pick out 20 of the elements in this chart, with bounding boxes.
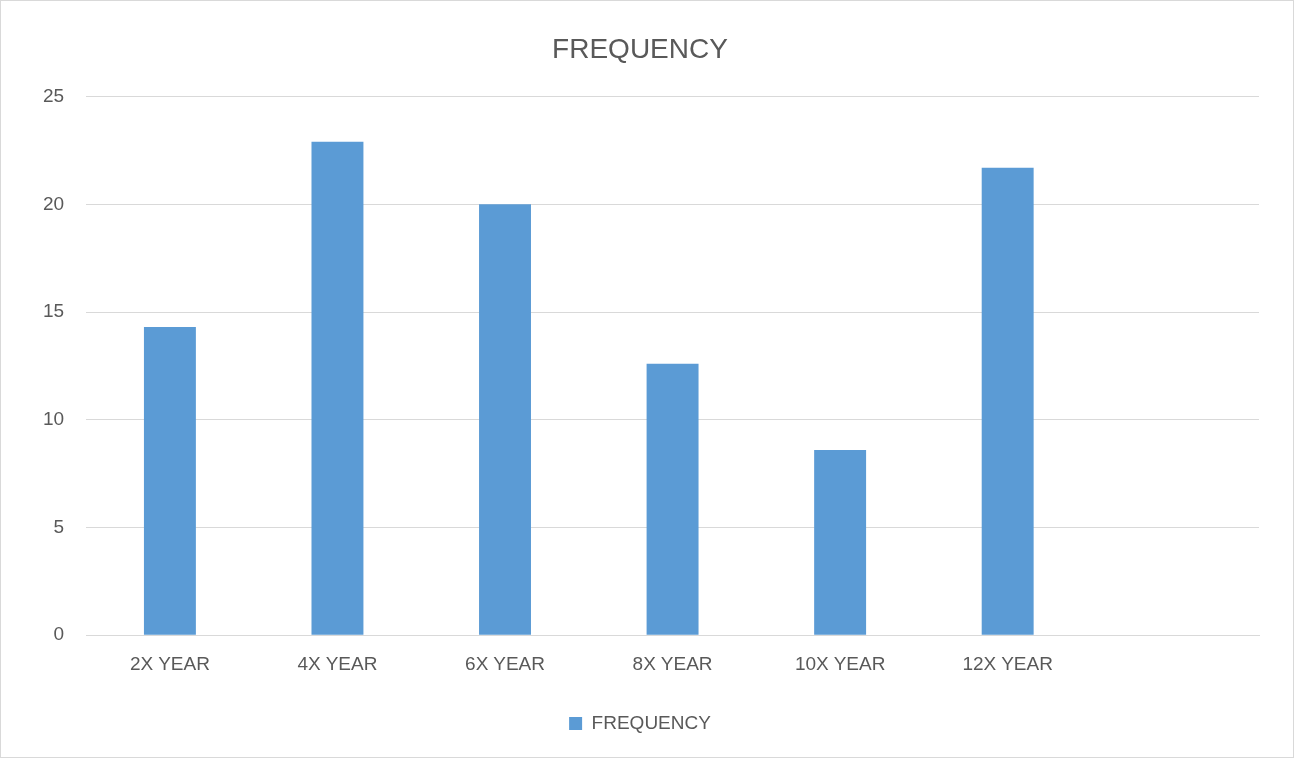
bar [311,141,364,635]
bar [646,363,699,635]
x-tick-label: 10X YEAR [794,652,886,674]
bar [814,449,867,635]
legend-label: FREQUENCY [591,711,712,733]
x-tick-label: 2X YEAR [129,652,210,674]
y-tick-label: 0 [53,623,65,645]
bar [143,327,196,635]
x-tick-label: 8X YEAR [632,652,713,674]
bar [479,204,531,635]
bar [981,167,1034,635]
y-tick-label: 20 [42,192,65,214]
y-tick-label: 5 [53,515,65,537]
y-tick-label: 15 [42,300,65,322]
x-tick-label: 12X YEAR [962,652,1053,674]
x-tick-label: 4X YEAR [297,652,378,674]
y-tick-label: 25 [42,84,65,106]
x-tick-label: 6X YEAR [465,652,545,674]
chart-title: FREQUENCY [552,32,729,64]
y-tick-label: 10 [42,407,65,429]
